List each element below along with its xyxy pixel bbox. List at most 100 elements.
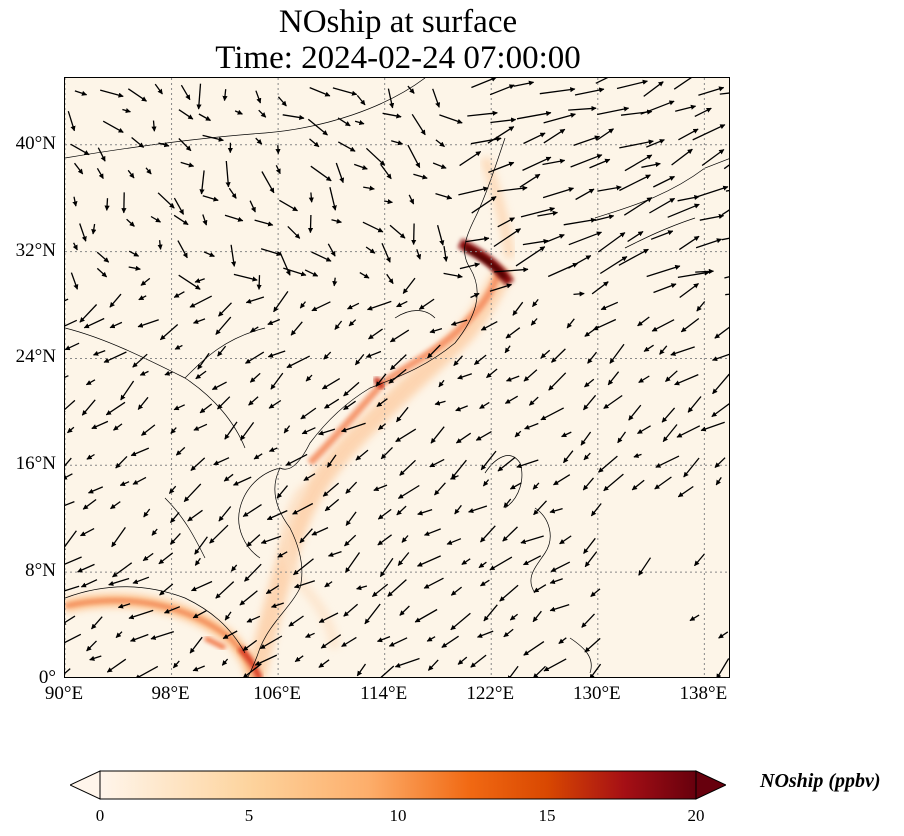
wind-arrow: [359, 272, 370, 279]
wind-arrow: [516, 110, 552, 120]
wind-arrow: [83, 317, 105, 329]
wind-arrow: [432, 162, 447, 169]
wind-arrow: [192, 665, 205, 672]
wind-arrow: [379, 557, 394, 578]
wind-arrow: [488, 161, 515, 174]
wind-arrow: [290, 321, 303, 336]
lon-tick-label: 114°E: [360, 683, 408, 704]
wind-arrow: [589, 663, 602, 677]
wind-arrow: [132, 476, 147, 485]
wind-arrow: [311, 527, 329, 536]
wind-arrow: [365, 350, 382, 358]
wind-arrow: [631, 479, 645, 491]
wind-arrow: [150, 215, 161, 223]
wind-arrow: [322, 482, 340, 497]
wind-arrow: [145, 167, 152, 175]
wind-arrow: [198, 113, 211, 122]
wind-arrow: [603, 473, 624, 492]
wind-arrow: [649, 197, 676, 214]
wind-arrow: [383, 199, 393, 205]
wind-arrow: [96, 167, 104, 180]
wind-arrow: [96, 251, 110, 263]
wind-arrow: [638, 375, 650, 384]
wind-arrow: [396, 505, 407, 516]
wind-arrow: [455, 432, 472, 444]
wind-arrow: [457, 373, 473, 380]
wind-arrow: [646, 139, 665, 148]
wind-arrow: [65, 473, 73, 480]
wind-arrow: [596, 106, 630, 116]
wind-arrow: [157, 240, 163, 250]
wind-arrow: [282, 114, 305, 121]
wind-arrow: [169, 532, 181, 545]
wind-arrow: [202, 195, 219, 202]
wind-arrow: [199, 170, 205, 195]
wind-arrow: [79, 223, 87, 242]
wind-arrow: [377, 423, 387, 431]
wind-arrow: [228, 187, 237, 199]
wind-arrow: [159, 324, 179, 341]
wind-arrow: [499, 584, 519, 602]
wind-arrow: [687, 396, 702, 413]
wind-arrow: [355, 449, 369, 461]
wind-arrow: [504, 345, 511, 354]
wind-arrow: [427, 659, 439, 671]
wind-arrow: [583, 394, 597, 411]
wind-arrow: [65, 342, 80, 351]
wind-arrow: [587, 351, 598, 364]
wind-arrow: [633, 453, 642, 458]
wind-arrow: [194, 278, 205, 283]
wind-arrow: [324, 398, 340, 409]
wind-arrow: [154, 83, 163, 95]
wind-arrow: [196, 83, 202, 110]
wind-arrow: [183, 483, 202, 503]
wind-arrow: [307, 214, 314, 234]
colorbar-extend-high: [695, 770, 728, 800]
wind-arrow: [260, 248, 282, 257]
wind-arrow: [411, 223, 417, 246]
wind-arrow: [721, 237, 729, 241]
wind-arrow: [65, 585, 80, 592]
wind-arrow: [353, 163, 368, 170]
wind-arrow: [337, 117, 351, 127]
wind-arrow: [539, 87, 576, 95]
wind-arrow: [486, 368, 498, 379]
wind-arrow: [268, 399, 282, 409]
wind-arrow: [590, 588, 601, 598]
wind-arrow: [544, 234, 565, 244]
wind-arrow: [520, 535, 544, 545]
wind-arrow: [65, 633, 82, 644]
wind-arrow: [603, 394, 623, 410]
map-panel[interactable]: [64, 77, 730, 678]
wind-arrow: [670, 346, 695, 356]
wind-arrow: [416, 249, 422, 260]
wind-arrow: [120, 380, 135, 401]
wind-arrow: [489, 556, 513, 571]
wind-arrow: [673, 78, 692, 90]
wind-arrow: [438, 379, 445, 388]
wind-arrow: [311, 301, 331, 312]
wind-arrow: [318, 612, 339, 623]
wind-arrow: [142, 552, 154, 562]
wind-arrow: [354, 120, 365, 126]
wind-arrow: [242, 663, 262, 677]
wind-arrow: [390, 354, 407, 371]
wind-arrow: [426, 636, 436, 642]
wind-vectors: [65, 78, 729, 677]
wind-arrow: [470, 292, 480, 299]
wind-arrow: [470, 136, 502, 145]
wind-arrow: [270, 372, 284, 390]
wind-arrow: [249, 372, 261, 383]
wind-arrow: [627, 230, 644, 243]
wind-arrow: [532, 482, 540, 490]
wind-arrow: [480, 450, 497, 471]
wind-arrow: [550, 561, 571, 573]
wind-arrow: [641, 161, 661, 168]
wind-arrow: [487, 126, 515, 144]
wind-arrow: [429, 458, 445, 468]
wind-arrow: [67, 426, 75, 434]
wind-arrow: [643, 81, 664, 97]
wind-arrow: [321, 378, 341, 390]
wind-arrow: [436, 225, 445, 246]
wind-arrow: [65, 500, 75, 507]
